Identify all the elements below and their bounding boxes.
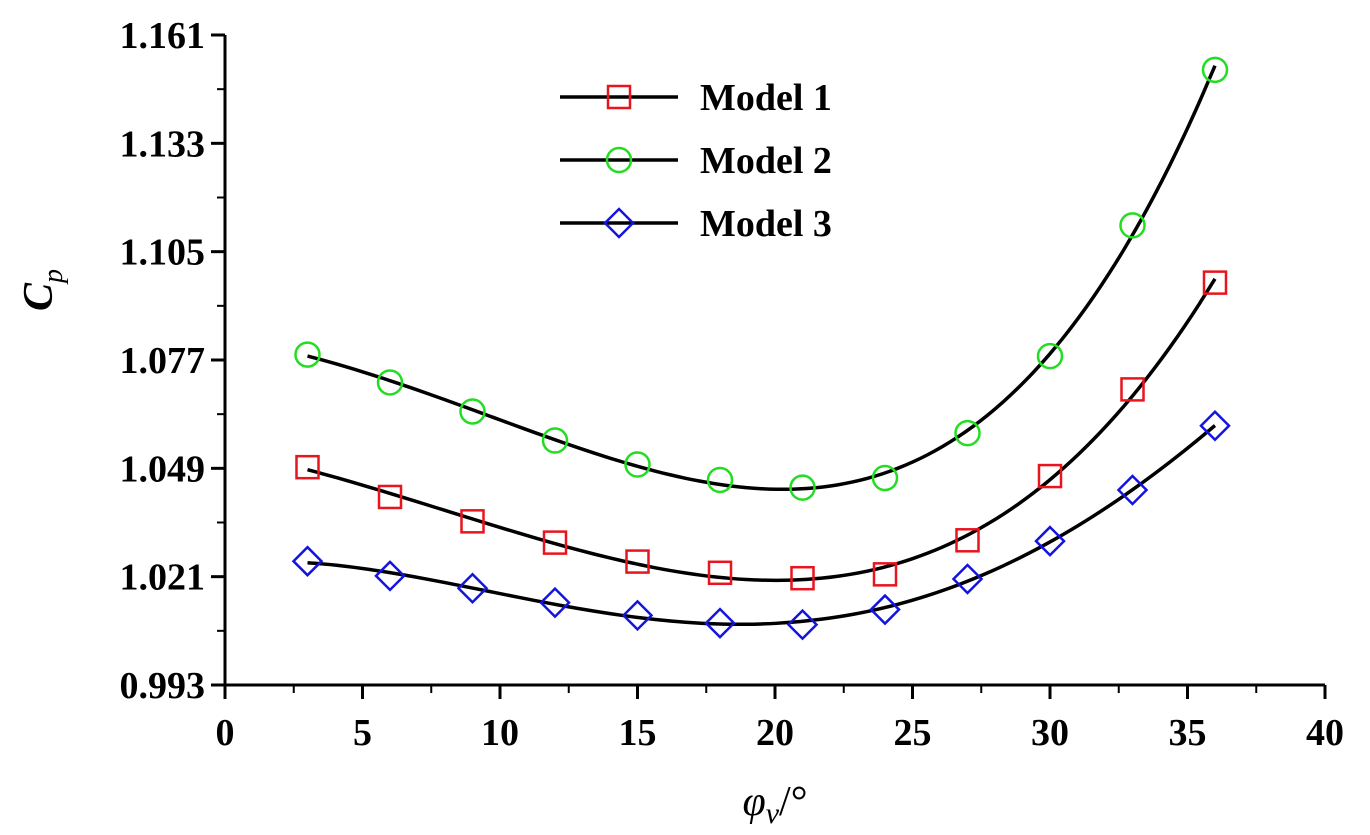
model-3-point: [456, 572, 489, 605]
model-1-point: [790, 565, 815, 591]
model-3-point: [869, 593, 901, 626]
model-1-point: [377, 484, 403, 510]
model-2-point: [1201, 56, 1229, 84]
model-3-point: [374, 560, 406, 592]
x-tick-label: 15: [619, 712, 657, 754]
legend-marker-model-3: [603, 207, 635, 239]
model-1-point: [955, 528, 980, 553]
model-1-point: [625, 549, 650, 574]
model-2-point: [1119, 212, 1146, 239]
model-3-point: [951, 563, 984, 595]
model-3-point: [291, 545, 324, 577]
model-1-point: [872, 562, 898, 587]
x-tick-label: 40: [1306, 712, 1344, 754]
model-2-point: [294, 341, 321, 368]
y-axis-title: Cp: [16, 269, 69, 311]
model-2-point: [871, 464, 899, 492]
model-1-point: [1202, 270, 1228, 295]
x-tick-label: 35: [1169, 712, 1207, 754]
legend-label-model-3: Model 3: [700, 203, 832, 245]
model-2-point: [954, 419, 981, 447]
model-1-line: [307, 277, 1217, 583]
model-2-point: [624, 451, 651, 478]
model-2-point: [789, 474, 816, 501]
model-2-line: [307, 64, 1217, 492]
model-3-point: [1199, 410, 1231, 442]
model-1-point: [542, 530, 568, 555]
model-2-point: [541, 427, 569, 454]
y-tick-label: 1.161: [120, 15, 206, 57]
x-tick-label: 10: [481, 712, 519, 754]
x-axis-title: φv/°: [742, 779, 807, 830]
model-3-point: [1116, 474, 1149, 506]
model-3-point: [704, 607, 736, 639]
model-1-point: [707, 560, 733, 586]
model-3-point: [1034, 525, 1066, 557]
axes: 0 5 10 15 20 25 30 35 40 0.993 1.021 1.049 1.077 1.10…: [120, 15, 1345, 754]
model-3-point: [786, 608, 819, 641]
y-tick-label: 1.105: [120, 232, 206, 274]
model-1-point: [295, 454, 320, 480]
legend-marker-model-1: [606, 84, 632, 110]
y-tick-label: 1.021: [120, 557, 206, 599]
y-tick-label: 1.049: [120, 448, 206, 490]
legend-label-model-1: Model 1: [700, 77, 832, 119]
x-tick-label: 25: [894, 712, 932, 754]
model-2-point: [376, 369, 404, 396]
data-markers: [291, 56, 1231, 641]
legend: Model 1 Model 2 Model 3: [560, 77, 832, 245]
model-2-point: [1036, 342, 1064, 370]
x-tick-label: 20: [756, 712, 794, 754]
model-3-line: [307, 424, 1217, 627]
model-2-point: [706, 466, 734, 494]
legend-marker-model-2: [605, 146, 633, 174]
x-tick-label: 30: [1031, 712, 1069, 754]
model-1-point: [1120, 377, 1145, 402]
x-tick-label: 5: [353, 712, 372, 754]
legend-label-model-2: Model 2: [700, 140, 832, 182]
y-tick-label: 1.133: [120, 123, 206, 165]
y-tick-label: 0.993: [120, 665, 206, 707]
x-tick-label: 0: [216, 712, 235, 754]
model-3-point: [539, 586, 571, 619]
model-3-point: [621, 599, 654, 632]
model-2-point: [459, 398, 486, 425]
model-1-point: [1037, 463, 1063, 489]
model-1-point: [460, 509, 485, 534]
fit-lines: [307, 64, 1217, 627]
y-tick-label: 1.077: [120, 340, 206, 382]
